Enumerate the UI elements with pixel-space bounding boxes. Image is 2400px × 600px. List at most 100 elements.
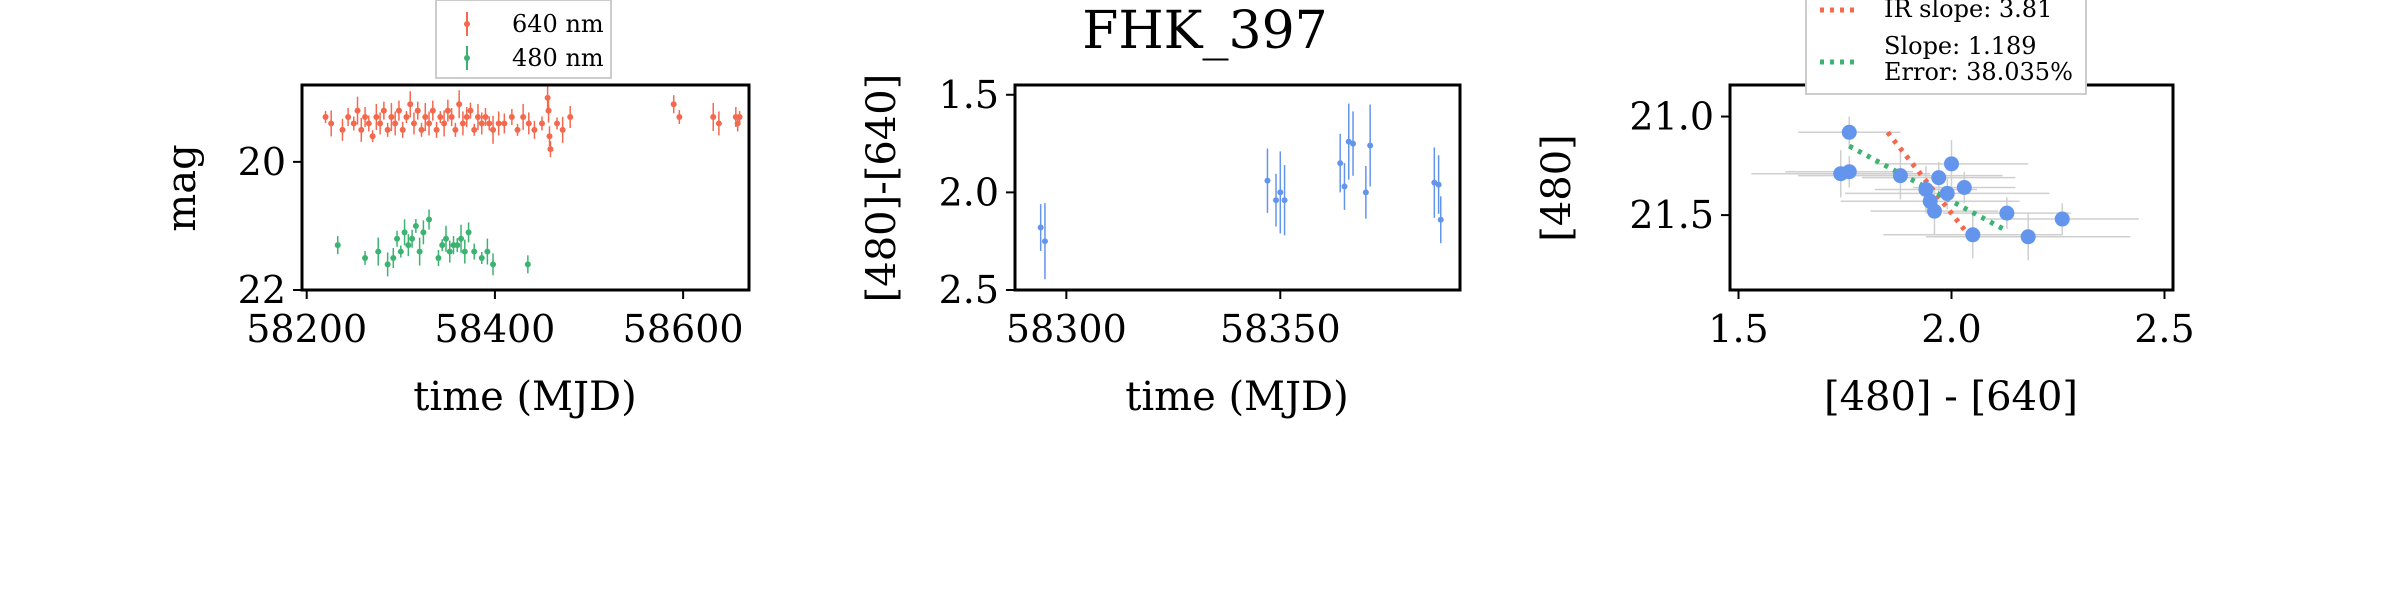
y-tick-label: 2.0: [939, 170, 999, 214]
data-point: [1944, 156, 1959, 172]
color-magnitude-panel: 1.5 2.0 2.5 21.0 21.5 [480] - [640] [480] IR…: [1534, 0, 2195, 420]
data-point: [676, 114, 683, 121]
data-point: [520, 114, 527, 121]
data-point: [448, 114, 455, 121]
x-tick-label: 58300: [1006, 307, 1127, 351]
data-point: [1965, 227, 1981, 243]
data-point: [463, 114, 470, 121]
data-point: [545, 107, 552, 114]
data-point: [547, 146, 554, 153]
data-point: [554, 120, 561, 127]
data-point: [1041, 238, 1048, 245]
data-point: [388, 114, 395, 121]
data-point: [384, 261, 391, 268]
light-curve-panel: 58200 58400 58600 20 22 time (MJD) mag 640 n…: [159, 0, 751, 420]
data-point: [439, 242, 446, 249]
data-point: [1435, 181, 1442, 188]
data-point: [508, 114, 515, 121]
data-point: [409, 235, 416, 242]
data-point: [399, 126, 406, 133]
x-tick-label: 58600: [623, 307, 744, 351]
data-point: [495, 120, 502, 127]
y-tick-label: 21.0: [1629, 95, 1714, 139]
chart-title: FHK_397: [1082, 1, 1328, 61]
light-curve-frame: [300, 83, 751, 292]
y-tick-label: 22: [238, 268, 286, 312]
data-point: [482, 114, 489, 121]
data-point: [736, 114, 743, 121]
data-point: [715, 120, 722, 127]
data-point: [490, 126, 497, 133]
data-point: [435, 254, 442, 261]
data-point: [1918, 181, 1934, 197]
color-magnitude-xlabel: [480] - [640]: [1824, 374, 2078, 420]
data-point: [426, 120, 433, 127]
data-point: [1367, 142, 1374, 149]
data-point: [422, 114, 429, 121]
data-point: [459, 120, 466, 127]
legend-label-ir-slope: IR slope: 3.81: [1884, 0, 2052, 23]
y-tick-label: 2.5: [939, 268, 999, 312]
data-point: [397, 248, 404, 255]
color-curve-panel: FHK_397 58300 58350 1.5 2.0 2.5 time (MJD) […: [859, 1, 1462, 420]
data-point: [433, 126, 440, 133]
data-point: [474, 114, 481, 121]
x-tick-label: 58350: [1220, 307, 1341, 351]
data-point: [416, 248, 423, 255]
data-point: [456, 101, 463, 108]
legend-label-error: Error: 38.035%: [1884, 58, 2073, 86]
data-point: [1956, 180, 1972, 195]
legend-label-640: 640 nm: [512, 10, 604, 38]
y-tick-label: 1.5: [939, 73, 999, 117]
data-point: [531, 126, 538, 133]
data-point: [544, 94, 551, 101]
legend-dot-640: [464, 21, 470, 27]
data-point: [1037, 224, 1044, 231]
data-point: [1341, 183, 1348, 190]
data-point: [414, 107, 421, 114]
data-point: [394, 235, 401, 242]
data-point: [401, 229, 408, 236]
data-point: [1273, 197, 1280, 204]
data-point: [358, 126, 365, 133]
data-point: [1337, 160, 1344, 167]
legend-label-480: 480 nm: [512, 44, 604, 72]
data-point: [410, 120, 417, 127]
data-point: [467, 107, 474, 114]
color-magnitude-legend: IR slope: 3.81 Slope: 1.189 Error: 38.03…: [1805, 0, 2087, 95]
data-point: [373, 114, 380, 121]
data-point: [1841, 124, 1857, 140]
x-tick-label: 58200: [246, 307, 367, 351]
data-point: [407, 101, 414, 108]
data-point: [418, 126, 425, 133]
data-point: [1437, 216, 1444, 223]
data-point: [403, 114, 410, 121]
color-curve-ylabel: [480]-[640]: [859, 74, 905, 303]
data-point: [458, 235, 465, 242]
data-point: [524, 261, 531, 268]
data-point: [670, 101, 677, 108]
data-point: [1931, 170, 1947, 186]
data-point: [1841, 164, 1857, 180]
color-curve-xlabel: time (MJD): [1125, 374, 1348, 420]
light-curve-ylabel: mag: [159, 144, 205, 231]
data-point: [442, 235, 449, 242]
data-point: [514, 126, 521, 133]
color-curve-ticks: 58300 58350 1.5 2.0 2.5: [939, 73, 1341, 351]
data-point: [1277, 189, 1284, 196]
data-point: [490, 261, 497, 268]
light-curve-xlabel: time (MJD): [413, 374, 636, 420]
data-point: [345, 114, 352, 121]
data-point: [375, 248, 382, 255]
data-point: [362, 114, 369, 121]
light-curve-marks: [322, 83, 743, 277]
x-tick-label: 2.0: [1921, 307, 1981, 351]
color-magnitude-ylabel: [480]: [1534, 134, 1580, 242]
data-point: [1892, 168, 1908, 184]
data-point: [405, 242, 412, 249]
data-point: [465, 229, 472, 236]
data-point: [546, 133, 553, 140]
data-point: [392, 120, 399, 127]
data-point: [446, 248, 453, 255]
x-tick-label: 1.5: [1708, 307, 1768, 351]
